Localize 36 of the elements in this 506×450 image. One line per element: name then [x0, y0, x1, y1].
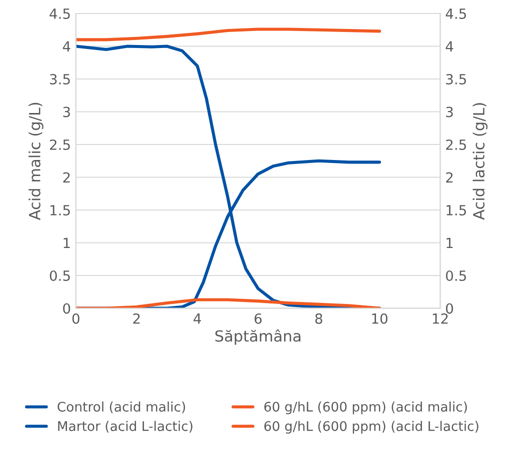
y2-tick-label: 0.5 [446, 270, 466, 281]
y2-axis-title: Acid lactic (g/L) [472, 103, 488, 220]
y2-tick-label: 3 [446, 106, 453, 118]
legend-label: Martor (acid L-lactic) [58, 420, 192, 433]
x-tick-label: 4 [194, 314, 201, 324]
y2-tick-label: 0 [446, 303, 453, 314]
y2-tick-label: 4.5 [446, 8, 466, 19]
y-tick-label: 2 [63, 172, 70, 183]
x-tick-label: 12 [432, 313, 448, 324]
y2-tick-label: 2 [446, 172, 453, 183]
y2-tick-label: 4 [446, 41, 454, 52]
y2-tick-label: 1 [446, 238, 453, 248]
y-tick-label: 0 [63, 303, 70, 314]
y-tick-label: 2.5 [50, 139, 70, 150]
y-tick-label: 1 [64, 238, 70, 248]
line-series [76, 298, 382, 308]
y-tick-label: 3 [63, 106, 70, 118]
x-tick-label: 8 [315, 313, 322, 324]
y-axis-title: Acid malic (g/L) [28, 102, 44, 220]
x-tick-label: 10 [372, 313, 388, 324]
y2-tick-label: 2.5 [446, 139, 466, 150]
legend-label: 60 g/hL (600 ppm) (acid L-lactic) [264, 420, 478, 434]
y2-tick-label: 1.5 [446, 205, 466, 216]
y-tick-label: 0.5 [50, 270, 70, 281]
x-tick-label: 6 [254, 313, 262, 324]
y-tick-label: 4 [62, 41, 70, 52]
legend-label: Control (acid malic) [58, 401, 186, 414]
x-tick-label: 2 [133, 313, 140, 324]
y-tick-label: 3.5 [50, 74, 70, 84]
x-axis-title: Săptămâna [215, 329, 300, 345]
y-tick-label: 4.5 [50, 8, 70, 19]
x-tick-label: 0 [72, 313, 80, 324]
y2-tick-label: 3.5 [446, 74, 466, 84]
y-tick-label: 1.5 [50, 205, 70, 216]
legend-label: 60 g/hL (600 ppm) (acid malic) [264, 401, 467, 414]
line-series [76, 28, 382, 42]
